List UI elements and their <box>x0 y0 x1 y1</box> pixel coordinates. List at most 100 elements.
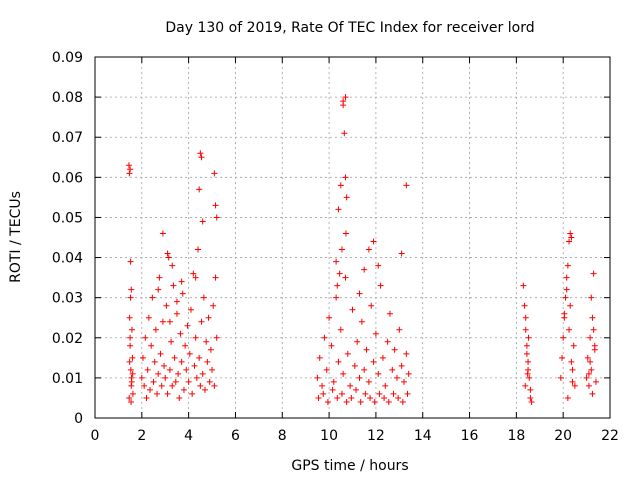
plot-frame <box>94 56 611 419</box>
data-point <box>368 302 375 309</box>
data-point <box>526 374 533 381</box>
data-point <box>198 154 205 161</box>
data-point <box>377 282 384 289</box>
data-point <box>570 342 577 349</box>
data-point <box>155 286 162 293</box>
data-point <box>569 378 576 385</box>
data-point <box>334 282 341 289</box>
data-point <box>180 386 187 393</box>
data-point <box>150 378 157 385</box>
data-point <box>126 358 133 365</box>
data-point <box>211 382 218 389</box>
data-point <box>169 262 176 269</box>
data-point <box>165 254 172 261</box>
data-point <box>348 394 355 401</box>
data-point <box>189 390 196 397</box>
data-point <box>584 354 591 361</box>
data-point <box>372 330 379 337</box>
data-point <box>343 398 350 405</box>
axis-ticks <box>94 56 611 419</box>
data-point <box>342 174 349 181</box>
y-tick-label: 0.05 <box>52 210 83 226</box>
data-point <box>340 370 347 377</box>
data-point <box>557 374 564 381</box>
data-point <box>329 386 336 393</box>
data-point <box>405 370 412 377</box>
data-point <box>342 274 349 281</box>
data-point <box>204 358 211 365</box>
data-point <box>395 394 402 401</box>
data-point <box>187 306 194 313</box>
data-point <box>389 366 396 373</box>
data-point <box>559 354 566 361</box>
data-point <box>347 382 354 389</box>
y-tick-label: 0.06 <box>52 170 83 186</box>
data-point <box>371 398 378 405</box>
data-point <box>587 334 594 341</box>
y-tick-label: 0.01 <box>52 371 83 387</box>
data-point <box>198 318 205 325</box>
data-point <box>314 374 321 381</box>
data-point <box>587 358 594 365</box>
data-point <box>127 342 134 349</box>
data-point <box>365 378 372 385</box>
data-point <box>128 398 135 405</box>
x-tick-label: 8 <box>278 428 287 444</box>
data-point <box>386 310 393 317</box>
data-point <box>126 394 133 401</box>
data-point <box>403 182 410 189</box>
data-point <box>590 326 597 333</box>
data-point <box>212 274 219 281</box>
data-point <box>159 230 166 237</box>
data-point <box>127 366 134 373</box>
x-tick-label: 2 <box>137 428 146 444</box>
data-point <box>358 318 365 325</box>
data-point <box>563 274 570 281</box>
data-point <box>342 230 349 237</box>
data-point <box>370 238 377 245</box>
data-point <box>569 366 576 373</box>
data-point <box>315 394 322 401</box>
data-point <box>128 286 135 293</box>
data-point <box>127 334 134 341</box>
data-point <box>351 362 358 369</box>
x-axis-label: GPS time / hours <box>291 458 408 474</box>
data-point <box>128 326 135 333</box>
data-point <box>401 378 407 385</box>
data-point <box>333 258 340 265</box>
data-point <box>156 274 163 281</box>
data-point <box>349 306 356 313</box>
y-axis-label: ROTI / TECUs <box>8 191 24 283</box>
data-point <box>164 250 171 257</box>
data-point <box>361 366 368 373</box>
data-point <box>522 326 529 333</box>
x-tick-label: 22 <box>601 428 619 444</box>
data-point <box>337 326 344 333</box>
x-tick-labels: 0 2 4 6 8 10 12 14 16 18 20 22 <box>91 428 619 444</box>
data-point <box>142 334 149 341</box>
data-point <box>326 314 333 321</box>
data-point <box>170 282 177 289</box>
data-point <box>182 342 189 349</box>
y-tick-label: 0.02 <box>52 331 83 347</box>
data-point <box>126 170 133 177</box>
data-point <box>522 382 529 389</box>
data-point <box>213 214 220 221</box>
chart-title: Day 130 of 2019, Rate Of TEC Index for r… <box>165 20 534 36</box>
data-point <box>592 378 599 385</box>
y-tick-label: 0.03 <box>52 291 83 307</box>
data-point <box>161 362 168 369</box>
data-points <box>125 94 599 405</box>
data-point <box>568 234 575 241</box>
data-point <box>381 394 388 401</box>
data-point <box>129 370 136 377</box>
data-point <box>398 362 405 369</box>
data-point <box>564 262 571 269</box>
data-point <box>166 318 173 325</box>
data-point <box>590 270 597 277</box>
data-point <box>361 266 368 273</box>
data-point <box>171 354 178 361</box>
data-point <box>398 250 405 257</box>
data-point <box>164 390 171 397</box>
